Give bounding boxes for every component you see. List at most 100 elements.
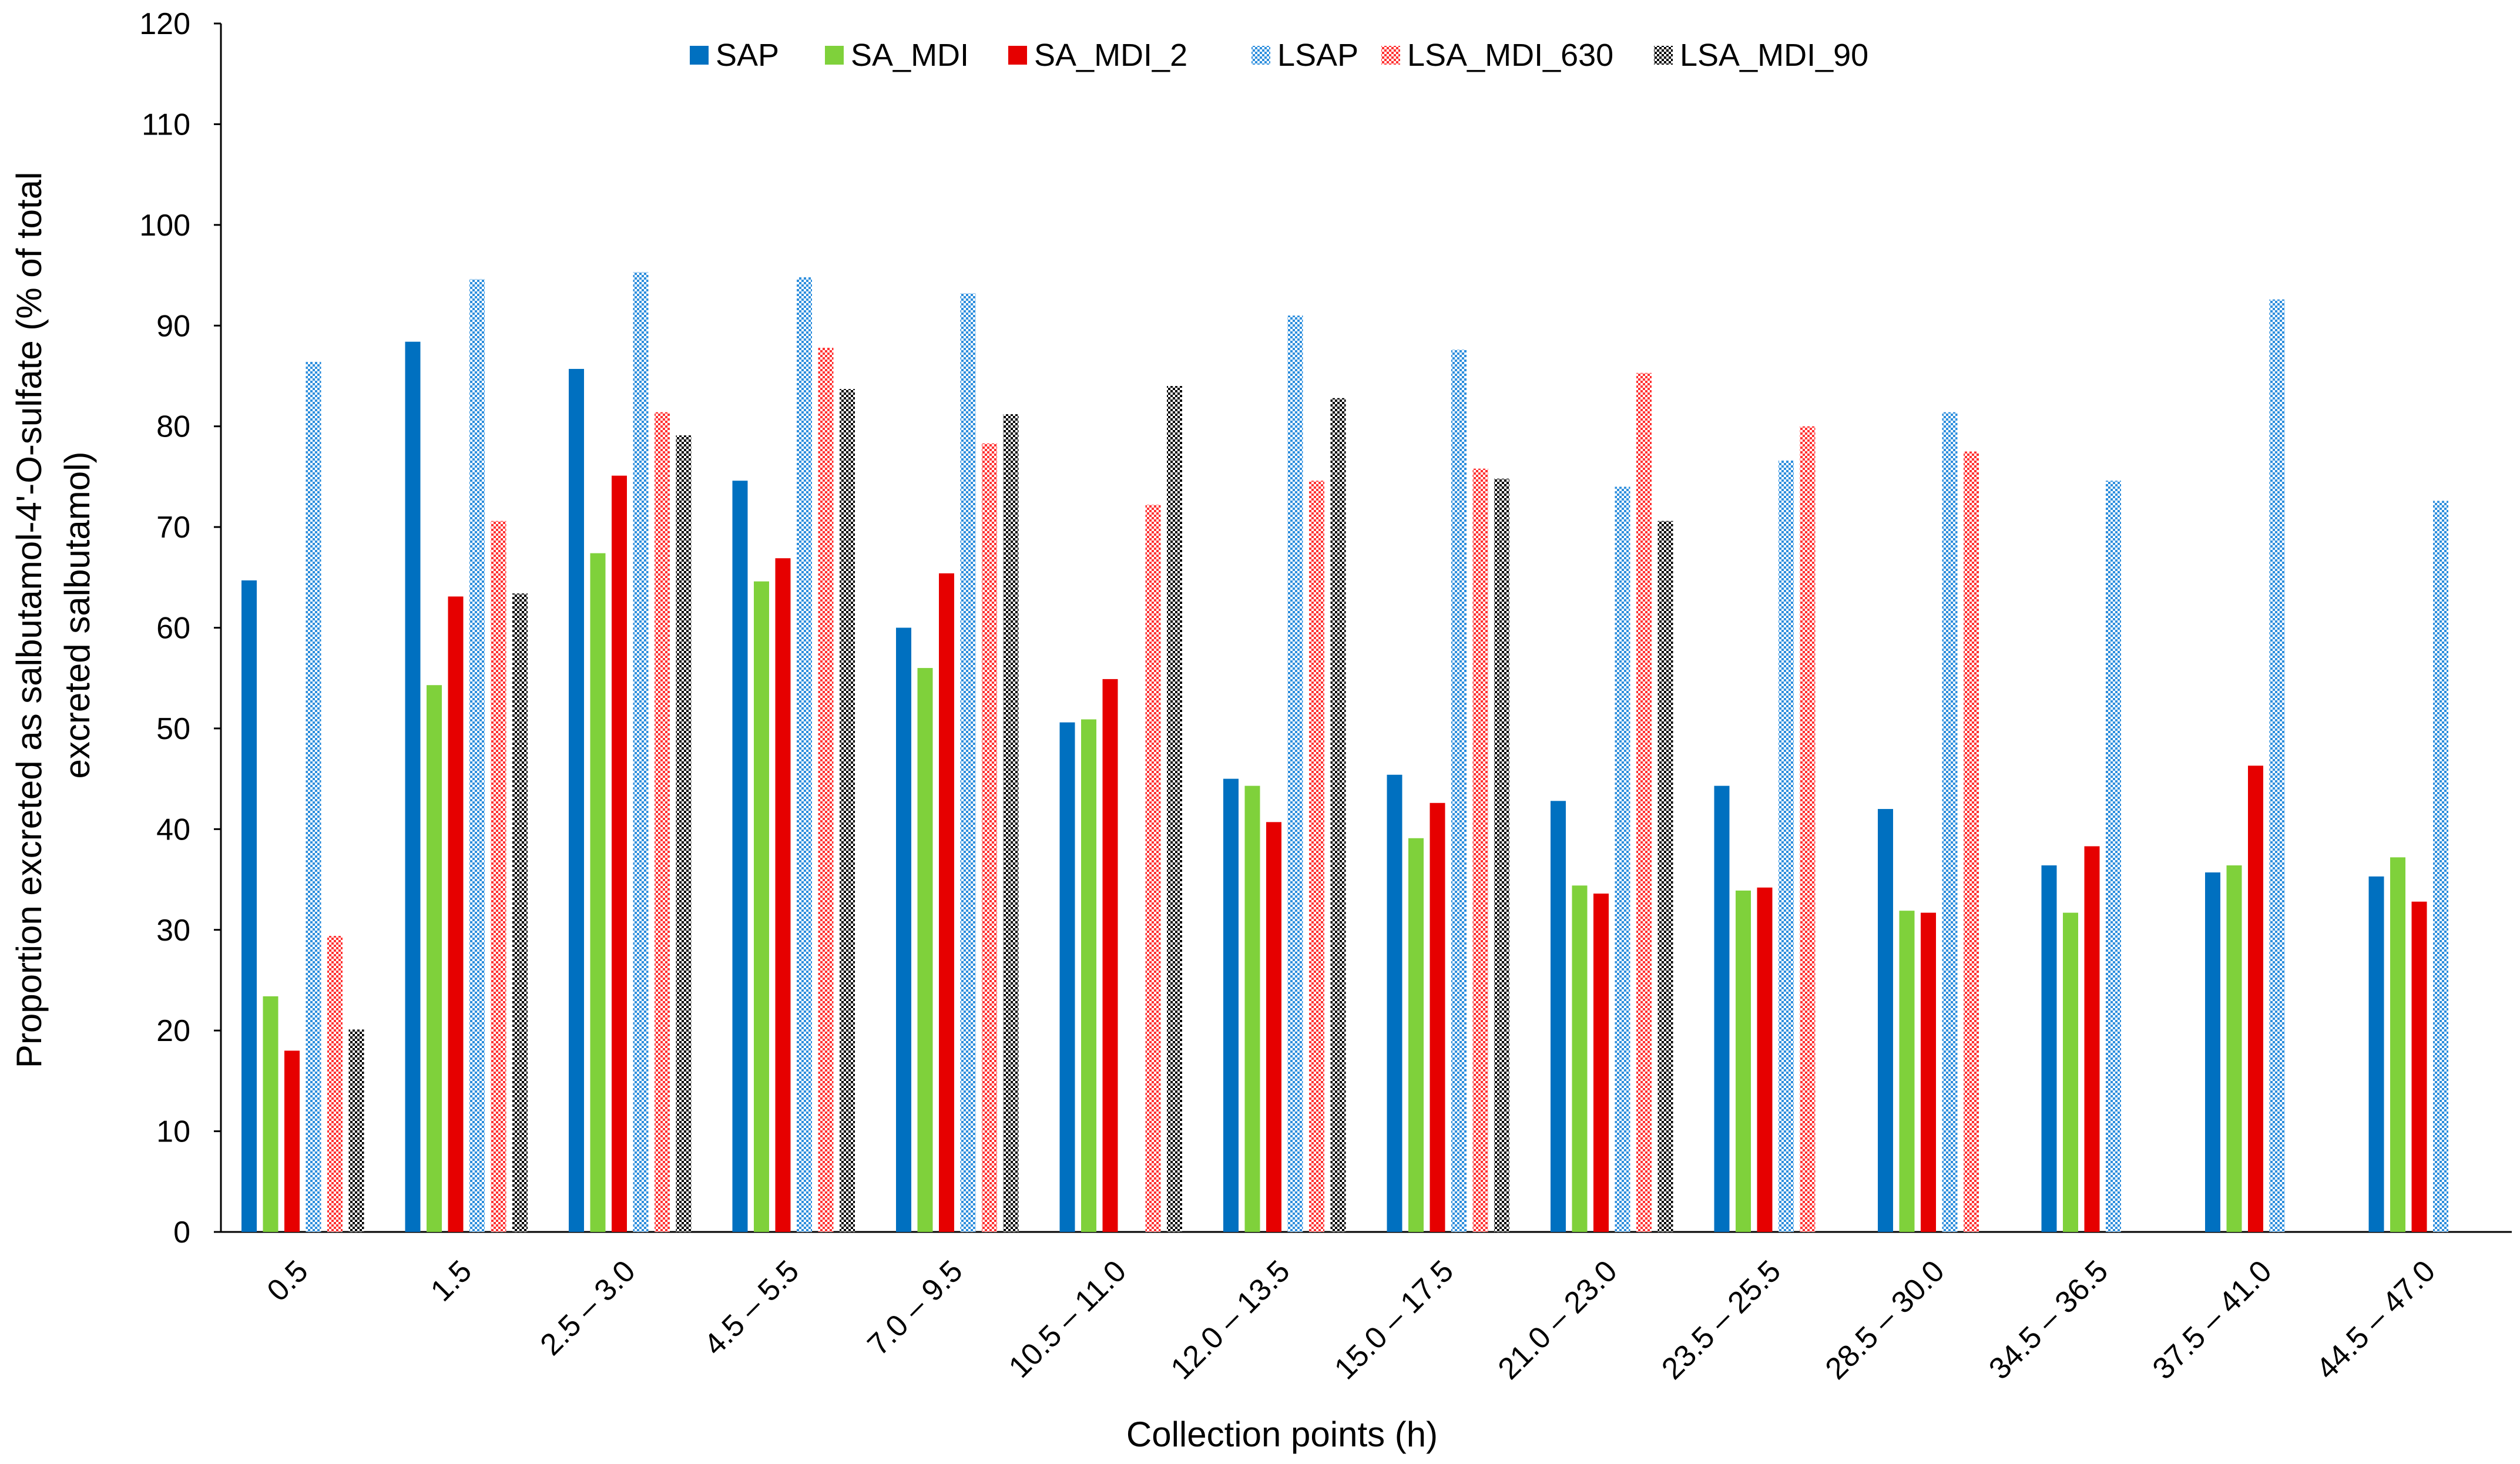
bar-sap-1-5 (405, 341, 421, 1232)
legend-swatch-lsap (1251, 46, 1270, 65)
legend-label-lsap: LSAP (1277, 38, 1358, 73)
y-tick-label: 30 (156, 914, 190, 948)
x-tick-label: 23.5 – 25.5 (1655, 1254, 1787, 1386)
legend-swatch-sa-mdi (825, 46, 844, 65)
bar-sa-mdi-2-21-0-23-0 (1593, 894, 1609, 1232)
bar-sap-37-5-41-0 (2205, 872, 2220, 1232)
bar-sap-28-5-30-0 (1878, 809, 1893, 1232)
y-axis-title-line-1: Proportion excreted as salbutamol-4'-O-s… (9, 172, 49, 1069)
bar-sa-mdi-34-5-36-5 (2063, 912, 2078, 1232)
bars (241, 272, 2448, 1233)
bar-lsa-mdi-90-7-0-9-5 (1003, 414, 1019, 1232)
x-tick-label: 21.0 – 23.0 (1492, 1254, 1624, 1386)
bar-lsa-mdi-630-15-0-17-5 (1472, 468, 1488, 1233)
legend-label-sa-mdi: SA_MDI (851, 38, 969, 73)
bar-sa-mdi-2-10-5-11-0 (1102, 679, 1118, 1232)
x-tick-label: 2.5 – 3.0 (534, 1254, 642, 1362)
bar-lsa-mdi-90-1-5 (512, 593, 528, 1233)
bar-sa-mdi-37-5-41-0 (2226, 865, 2242, 1232)
y-axis-title: Proportion excreted as salbutamol-4'-O-s… (9, 162, 97, 1068)
bar-lsap-12-0-13-5 (1287, 315, 1303, 1232)
bar-lsa-mdi-630-10-5-11-0 (1145, 505, 1161, 1233)
y-axis-ticks: 0 10 20 30 40 50 60 70 80 90 100 110 120 (139, 7, 221, 1250)
bar-lsa-mdi-90-2-5-3-0 (676, 435, 692, 1232)
bar-sa-mdi-2-28-5-30-0 (1921, 912, 1936, 1232)
bar-lsap-4-5-5-5 (797, 277, 812, 1233)
bar-lsap-7-0-9-5 (960, 293, 976, 1232)
bar-lsap-23-5-25-5 (1779, 460, 1794, 1233)
bar-sa-mdi-12-0-13-5 (1244, 785, 1260, 1232)
bar-sa-mdi-2-2-5-3-0 (612, 475, 627, 1232)
bar-sa-mdi-7-0-9-5 (917, 668, 933, 1232)
bar-sa-mdi-2-34-5-36-5 (2084, 846, 2100, 1232)
bar-sap-4-5-5-5 (732, 481, 748, 1232)
legend-label-sap: SAP (716, 38, 779, 73)
bar-sap-0-5 (241, 580, 257, 1233)
bar-lsa-mdi-90-0-5 (348, 1029, 364, 1232)
bar-sa-mdi-23-5-25-5 (1736, 890, 1751, 1232)
bar-lsap-34-5-36-5 (2106, 481, 2121, 1232)
y-axis-title-line-2: excreted salbutamol) (58, 452, 97, 779)
x-tick-label: 37.5 – 41.0 (2146, 1254, 2279, 1386)
bar-lsap-28-5-30-0 (1942, 412, 1958, 1232)
bar-lsap-15-0-17-5 (1451, 350, 1467, 1232)
y-tick-label: 70 (156, 511, 190, 545)
bar-lsa-mdi-630-7-0-9-5 (982, 443, 997, 1232)
bar-lsa-mdi-630-1-5 (491, 521, 506, 1232)
bar-lsa-mdi-90-21-0-23-0 (1657, 521, 1673, 1232)
bar-lsa-mdi-630-23-5-25-5 (1800, 426, 1816, 1232)
y-tick-label: 120 (139, 7, 190, 41)
bar-sa-mdi-0-5 (263, 996, 278, 1232)
bar-sa-mdi-28-5-30-0 (1899, 911, 1915, 1232)
bar-sa-mdi-2-44-5-47-0 (2411, 901, 2427, 1232)
bar-sa-mdi-44-5-47-0 (2390, 857, 2405, 1232)
bar-sa-mdi-2-15-0-17-5 (1430, 802, 1445, 1232)
bar-sa-mdi-2-0-5 (284, 1050, 300, 1232)
y-tick-label: 90 (156, 309, 190, 343)
bar-lsap-1-5 (469, 279, 485, 1233)
legend-label-lsa-mdi-630: LSA_MDI_630 (1407, 38, 1613, 73)
x-tick-label: 12.0 – 13.5 (1165, 1254, 1297, 1386)
x-tick-label: 1.5 (424, 1254, 478, 1308)
legend: SAP SA_MDI SA_MDI_2 LSAP LSA_MDI_630 LSA_MDI_… (690, 38, 1868, 73)
x-tick-label: 34.5 – 36.5 (1982, 1254, 2115, 1386)
x-tick-label: 7.0 – 9.5 (861, 1254, 969, 1362)
y-tick-label: 100 (139, 209, 190, 243)
bar-sa-mdi-1-5 (427, 685, 442, 1232)
bar-lsap-21-0-23-0 (1615, 486, 1630, 1233)
x-tick-label: 44.5 – 47.0 (2310, 1254, 2442, 1386)
x-tick-label: 4.5 – 5.5 (697, 1254, 806, 1362)
y-tick-label: 60 (156, 612, 190, 646)
axes (220, 23, 2512, 1233)
x-tick-label: 28.5 – 30.0 (1819, 1254, 1951, 1386)
x-axis-title: Collection points (h) (1126, 1415, 1438, 1454)
y-tick-label: 20 (156, 1014, 190, 1048)
bar-lsa-mdi-630-12-0-13-5 (1309, 481, 1324, 1232)
legend-swatch-sap (690, 46, 709, 65)
legend-swatch-lsa-mdi-90 (1654, 46, 1673, 65)
x-tick-label: 10.5 – 11.0 (1002, 1254, 1133, 1384)
y-tick-label: 10 (156, 1115, 190, 1149)
bar-sap-44-5-47-0 (2368, 876, 2384, 1232)
bar-sap-23-5-25-5 (1714, 785, 1730, 1232)
bar-lsa-mdi-90-15-0-17-5 (1494, 478, 1509, 1232)
bar-sap-10-5-11-0 (1059, 722, 1075, 1232)
bar-lsap-44-5-47-0 (2433, 501, 2448, 1232)
legend-label-sa-mdi-2: SA_MDI_2 (1034, 38, 1187, 73)
bar-lsa-mdi-630-4-5-5-5 (818, 347, 834, 1232)
bar-sa-mdi-21-0-23-0 (1572, 885, 1588, 1232)
y-tick-label: 40 (156, 812, 190, 847)
bar-sap-2-5-3-0 (569, 368, 584, 1232)
bar-sa-mdi-2-5-3-0 (590, 553, 606, 1233)
bar-sa-mdi-2-4-5-5-5 (775, 558, 791, 1233)
y-tick-label: 0 (173, 1215, 190, 1250)
bar-lsa-mdi-90-12-0-13-5 (1330, 398, 1346, 1233)
bar-sap-7-0-9-5 (896, 627, 911, 1232)
bar-lsap-37-5-41-0 (2269, 299, 2285, 1233)
bar-lsa-mdi-630-21-0-23-0 (1636, 372, 1652, 1232)
bar-sa-mdi-2-12-0-13-5 (1266, 822, 1281, 1232)
bar-lsa-mdi-630-2-5-3-0 (655, 412, 670, 1232)
legend-label-lsa-mdi-90: LSA_MDI_90 (1680, 38, 1868, 73)
bar-sa-mdi-2-1-5 (448, 596, 464, 1232)
